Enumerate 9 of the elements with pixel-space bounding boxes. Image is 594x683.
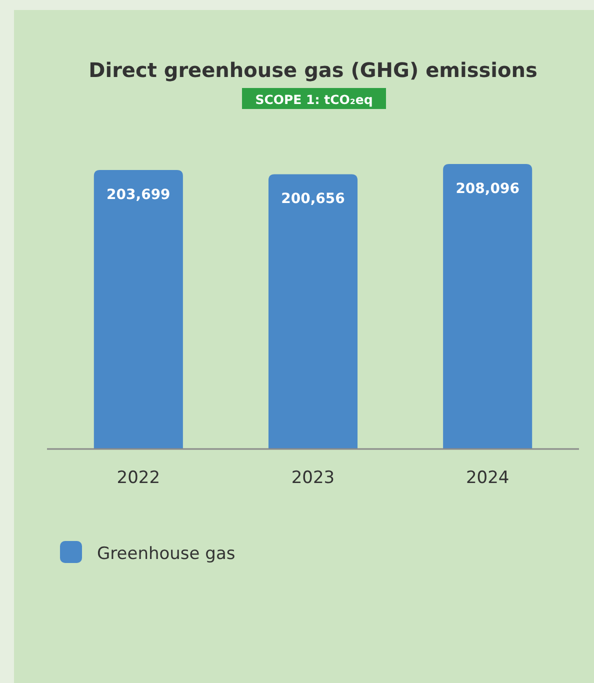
x-tick-label: 2024 <box>466 468 510 488</box>
chart-subtitle: SCOPE 1: tCO₂eq <box>255 92 373 107</box>
chart-title: Direct greenhouse gas (GHG) emissions <box>88 58 538 82</box>
data-label: 208,096 <box>456 181 520 197</box>
x-tick-label: 2023 <box>291 468 335 488</box>
data-label: 203,699 <box>106 187 170 204</box>
legend-label: Greenhouse gas <box>97 544 236 564</box>
data-label: 200,656 <box>281 191 345 208</box>
x-tick-label: 2022 <box>116 468 160 488</box>
